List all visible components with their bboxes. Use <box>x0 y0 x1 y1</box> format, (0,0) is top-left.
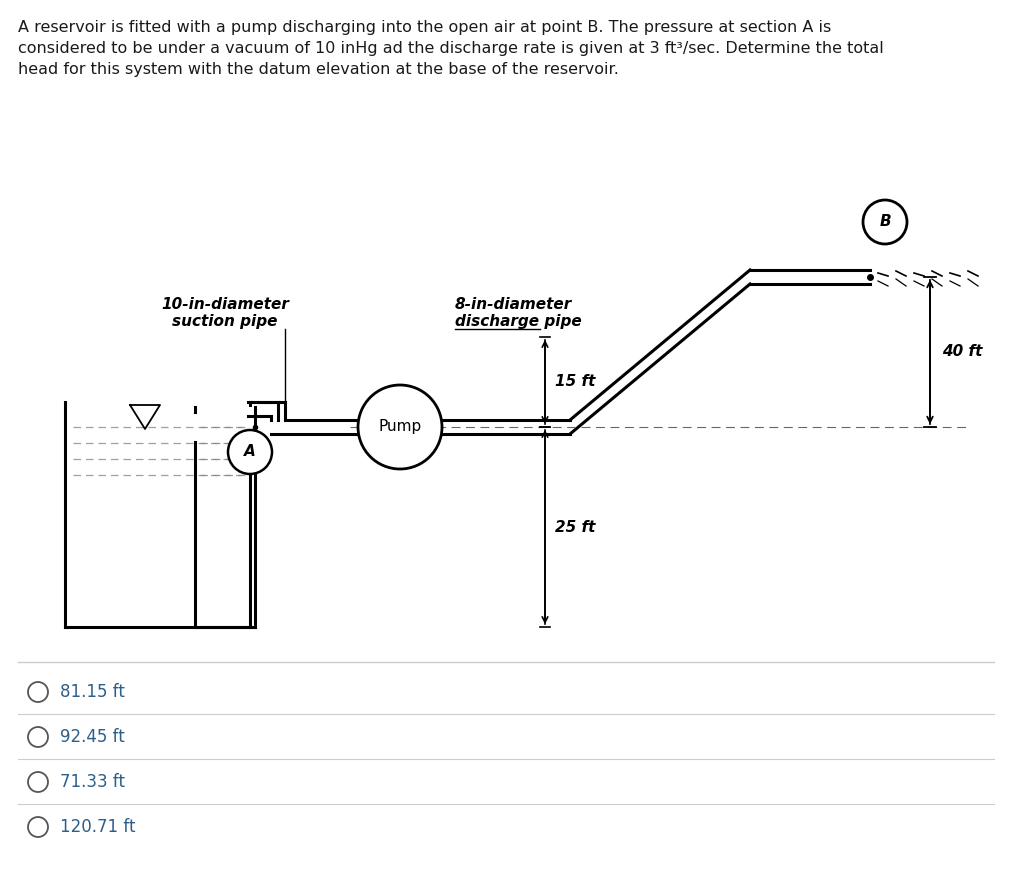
Circle shape <box>862 200 906 244</box>
Circle shape <box>358 385 442 469</box>
Text: 15 ft: 15 ft <box>554 374 594 389</box>
Text: A: A <box>244 445 256 460</box>
Text: 25 ft: 25 ft <box>554 519 594 534</box>
Text: Pump: Pump <box>378 419 422 434</box>
Text: 120.71 ft: 120.71 ft <box>60 818 135 836</box>
Circle shape <box>227 430 272 474</box>
Text: A reservoir is fitted with a pump discharging into the open air at point B. The : A reservoir is fitted with a pump discha… <box>18 20 883 77</box>
Text: 81.15 ft: 81.15 ft <box>60 683 124 701</box>
Text: B: B <box>879 215 890 230</box>
Text: 40 ft: 40 ft <box>941 345 982 360</box>
Text: 71.33 ft: 71.33 ft <box>60 773 125 791</box>
Text: 10-in-diameter
suction pipe: 10-in-diameter suction pipe <box>161 296 289 329</box>
Text: 8-in-diameter
discharge pipe: 8-in-diameter discharge pipe <box>455 296 581 329</box>
Text: 92.45 ft: 92.45 ft <box>60 728 124 746</box>
